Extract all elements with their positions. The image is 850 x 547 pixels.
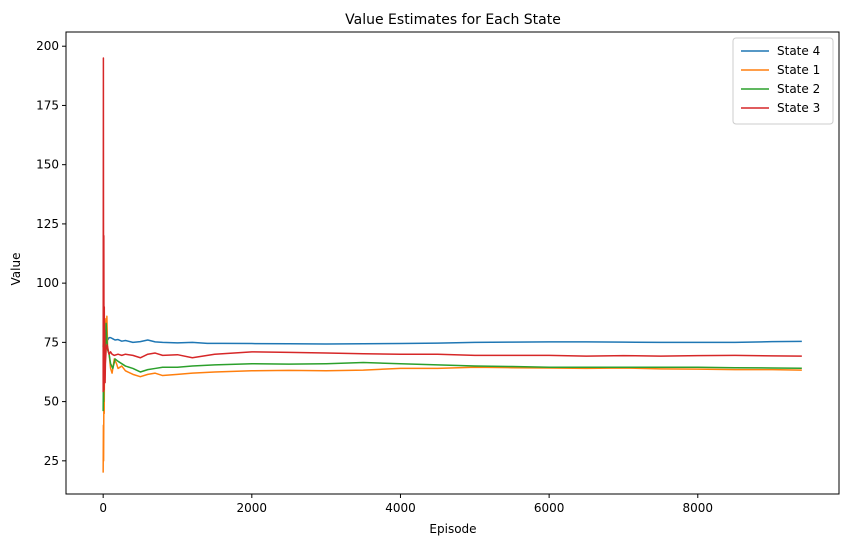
x-tick-label: 0 [99, 501, 107, 515]
chart-title: Value Estimates for Each State [345, 12, 561, 28]
y-tick-label: 125 [36, 217, 59, 231]
y-tick-label: 75 [44, 335, 59, 349]
y-tick-label: 50 [44, 395, 59, 409]
series-line-state-1 [102, 315, 802, 473]
legend-box [732, 37, 834, 125]
legend-label-state-1: State 1 [777, 63, 820, 77]
legend-label-state-2: State 2 [777, 82, 820, 96]
plot-area [66, 32, 839, 494]
y-tick-label: 150 [36, 158, 59, 172]
axes: 0 2000 4000 6000 8000 25 50 75 100 125 150 175 200 [36, 31, 840, 515]
x-tick-label: 6000 [534, 501, 565, 515]
y-tick-label: 175 [36, 98, 59, 112]
axes-frame [65, 31, 840, 495]
x-axis-label: Episode [429, 522, 476, 536]
series-line-state-3 [102, 57, 802, 393]
x-tick-label: 8000 [683, 501, 714, 515]
y-tick-label: 100 [36, 276, 59, 290]
y-axis-label: Value [9, 253, 23, 286]
legend: State 4 State 1 State 2 State 3 [732, 37, 834, 125]
y-tick-label: 200 [36, 39, 59, 53]
legend-label-state-3: State 3 [777, 101, 820, 115]
plot-background [66, 32, 839, 494]
y-tick-label: 25 [44, 454, 59, 468]
x-tick-label: 4000 [385, 501, 416, 515]
legend-label-state-4: State 4 [777, 44, 820, 58]
series-group [102, 57, 802, 473]
x-tick-label: 2000 [237, 501, 268, 515]
